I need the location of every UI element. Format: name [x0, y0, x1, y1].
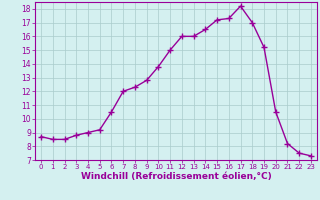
X-axis label: Windchill (Refroidissement éolien,°C): Windchill (Refroidissement éolien,°C)	[81, 172, 271, 181]
